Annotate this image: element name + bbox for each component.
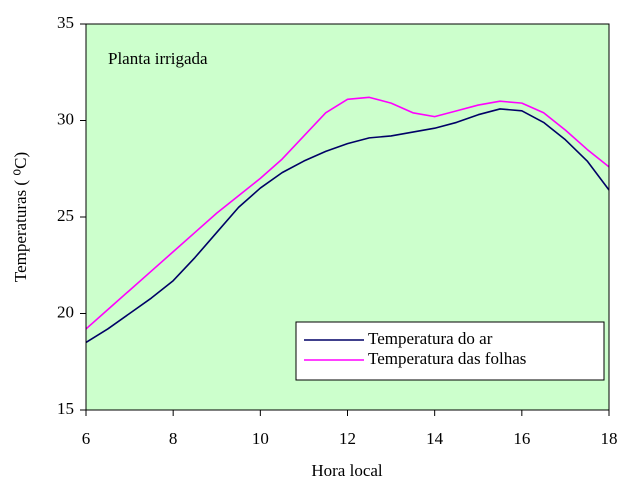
x-tick-label: 6 xyxy=(82,429,91,448)
x-tick-label: 16 xyxy=(513,429,530,448)
x-tick-label: 10 xyxy=(252,429,269,448)
legend-box xyxy=(295,321,605,381)
legend-label: Temperatura das folhas xyxy=(368,349,526,368)
plot-border xyxy=(85,23,610,411)
legend-label: Temperatura do ar xyxy=(368,329,493,348)
y-tick-label: 15 xyxy=(57,399,74,418)
y-tick-label: 20 xyxy=(57,302,74,321)
x-tick-label: 18 xyxy=(601,429,618,448)
y-tick-label: 25 xyxy=(57,206,74,225)
data-line xyxy=(85,96,610,330)
x-tick-label: 12 xyxy=(339,429,356,448)
y-axis-label: Temperaturas ( ⁰C) xyxy=(11,152,30,282)
y-tick-label: 30 xyxy=(57,109,74,128)
data-line xyxy=(85,108,610,344)
x-tick-label: 8 xyxy=(169,429,178,448)
x-axis-label: Hora local xyxy=(311,461,383,480)
y-tick-label: 35 xyxy=(57,13,74,32)
annotation: Planta irrigada xyxy=(108,49,208,68)
x-tick-label: 14 xyxy=(426,429,444,448)
